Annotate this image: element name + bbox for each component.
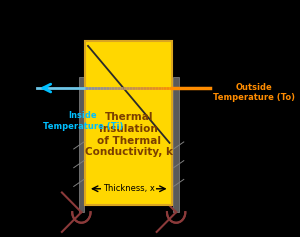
- Bar: [173, 77, 179, 212]
- Bar: [79, 77, 84, 212]
- Text: Thickness, x: Thickness, x: [103, 184, 155, 193]
- Text: Thermal
Insulation
of Thermal
Conductivity, k: Thermal Insulation of Thermal Conductivi…: [85, 113, 173, 157]
- Text: Outside
Temperature (To): Outside Temperature (To): [213, 83, 295, 102]
- Text: Inside
Temperature (Ti): Inside Temperature (Ti): [43, 111, 123, 131]
- Bar: [85, 41, 172, 205]
